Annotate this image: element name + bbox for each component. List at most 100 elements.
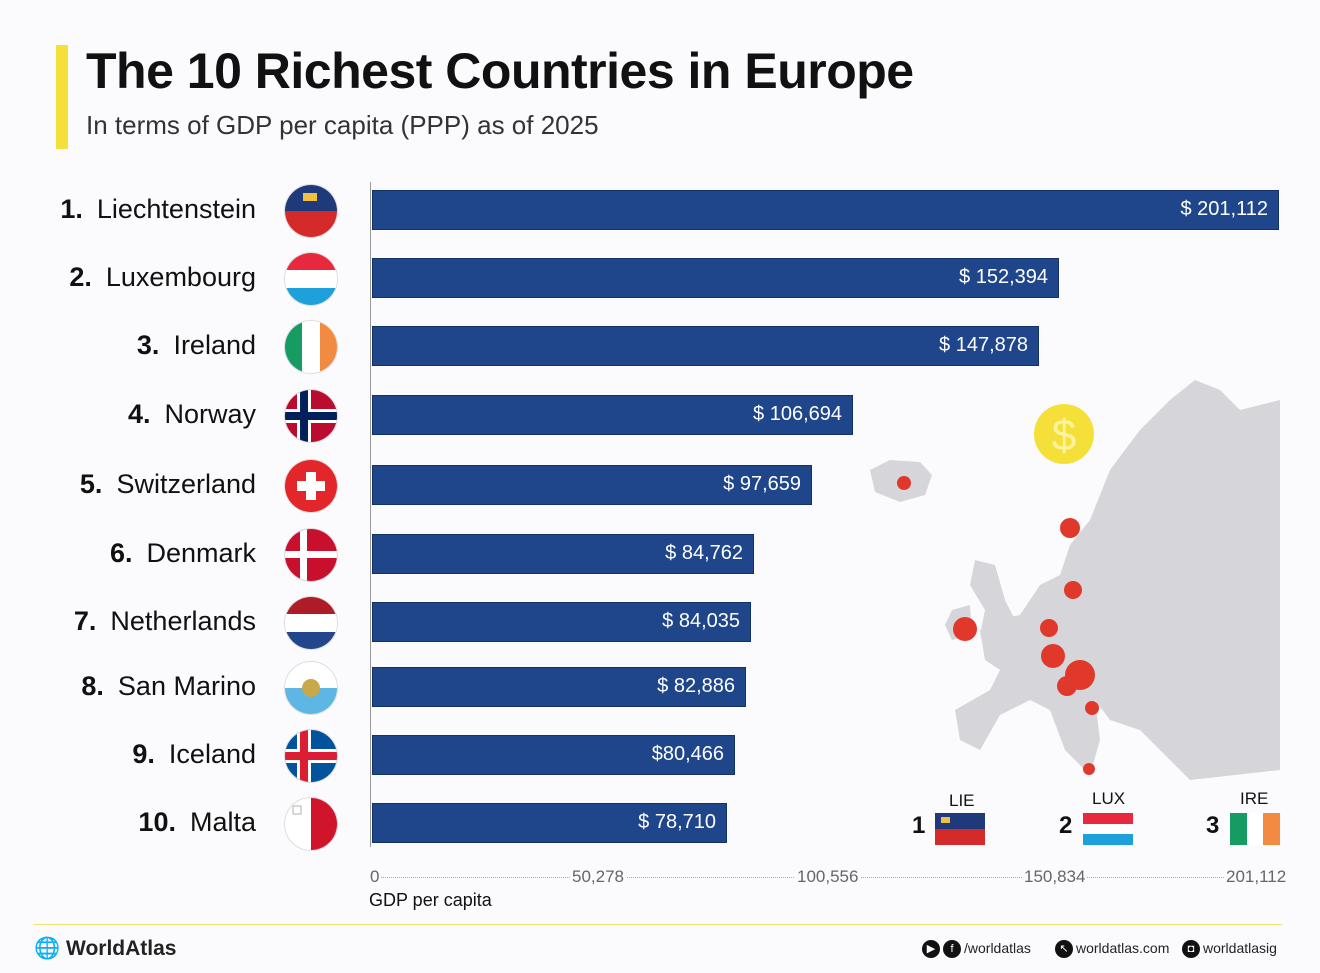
bar-netherlands: $ 84,035: [372, 602, 751, 642]
country-label: 2. Luxembourg: [69, 262, 256, 293]
footer-divider: [34, 924, 1282, 925]
country-name: Denmark: [146, 538, 256, 568]
cursor-icon: ↖: [1055, 940, 1073, 959]
britain-shape: [970, 560, 1020, 640]
country-name: Netherlands: [110, 606, 256, 636]
worldatlas-logo: 🌐 WorldAtlas: [34, 937, 177, 960]
social-website[interactable]: ↖ worldatlas.com: [1055, 940, 1169, 959]
country-label: 3. Ireland: [137, 330, 256, 361]
dollar-sign-icon: $: [1052, 411, 1076, 460]
europe-map: $: [870, 380, 1280, 780]
title-accent-bar: [56, 45, 68, 149]
social-facebook-youtube[interactable]: ▶ f/worldatlas: [922, 940, 1031, 959]
marker-switzerland: [1057, 676, 1077, 696]
country-name: Liechtenstein: [96, 194, 256, 224]
switzerland-flag-icon: [285, 460, 337, 512]
coin-icon: [1034, 404, 1094, 464]
legend-rank-3: 3: [1206, 812, 1220, 839]
country-label: 1. Liechtenstein: [60, 194, 256, 225]
bar-value-label: $80,466: [651, 743, 724, 765]
iceland-flag-icon: [285, 730, 337, 782]
marker-malta: [1083, 763, 1095, 775]
x-tick-label: 201,112: [1224, 867, 1289, 887]
bar-iceland: $80,466: [372, 735, 735, 775]
country-label: 5. Switzerland: [80, 469, 256, 500]
country-name: Switzerland: [116, 469, 256, 499]
bar-value-label: $ 97,659: [723, 473, 801, 495]
bar-switzerland: $ 97,659: [372, 465, 812, 505]
social-instagram[interactable]: ◘ worldatlasig: [1182, 940, 1277, 959]
globe-icon: 🌐: [34, 937, 61, 960]
rank: 5.: [79, 469, 103, 499]
youtube-icon: ▶: [922, 940, 940, 959]
legend-code-lux: LUX: [1092, 789, 1126, 808]
norway-flag-icon: [285, 390, 337, 442]
marker-denmark: [1064, 581, 1082, 599]
ireland-flag-icon: [285, 321, 337, 373]
facebook-icon: f: [943, 940, 961, 959]
rank: 8.: [81, 671, 104, 701]
bar-value-label: $ 201,112: [1180, 198, 1269, 220]
country-label: 9. Iceland: [132, 739, 256, 770]
marker-iceland: [897, 476, 911, 490]
country-name: Iceland: [168, 739, 256, 769]
bar-value-label: $ 78,710: [638, 811, 716, 833]
country-name: Norway: [164, 399, 256, 429]
bar-norway: $ 106,694: [372, 395, 853, 435]
legend-code-lie: LIE: [949, 791, 975, 810]
y-axis-line: [370, 182, 371, 847]
bar-value-label: $ 147,878: [939, 334, 1028, 356]
country-name: Luxembourg: [105, 262, 256, 292]
bar-value-label: $ 82,886: [657, 675, 735, 697]
country-label: 4. Norway: [128, 399, 256, 430]
country-name: San Marino: [117, 671, 256, 701]
marker-norway: [1060, 518, 1080, 538]
europe-landmass: [955, 380, 1280, 780]
instagram-icon: ◘: [1182, 940, 1200, 959]
x-tick-label: 150,834: [1022, 867, 1088, 887]
bar-luxembourg: $ 152,394: [372, 258, 1059, 298]
luxembourg-flag-icon: [285, 253, 337, 305]
x-tick-label: 0: [368, 867, 382, 887]
bar-denmark: $ 84,762: [372, 534, 754, 574]
marker-ireland: [953, 617, 977, 641]
country-label: 7. Netherlands: [74, 606, 256, 637]
rank: 1.: [60, 194, 83, 224]
country-label: 10. Malta: [138, 807, 256, 838]
page-title: The 10 Richest Countries in Europe: [86, 43, 914, 99]
bar-san-marino: $ 82,886: [372, 667, 746, 707]
legend-rank-1: 1: [912, 812, 926, 839]
bar-liechtenstein: $ 201,112: [372, 190, 1279, 230]
bar-malta: $ 78,710: [372, 803, 727, 843]
x-tick-label: 50,278: [570, 867, 626, 887]
marker-luxembourg: [1041, 644, 1065, 668]
legend-rank-2: 2: [1059, 812, 1073, 839]
rank: 7.: [73, 606, 97, 636]
marker-netherlands: [1040, 619, 1058, 637]
country-name: Malta: [189, 807, 256, 837]
san-marino-flag-icon: [285, 662, 337, 714]
rank: 6.: [109, 538, 133, 568]
bar-value-label: $ 84,035: [662, 610, 740, 632]
rank: 10.: [138, 807, 176, 837]
legend-code-ire: IRE: [1240, 789, 1269, 808]
liechtenstein-flag-icon: [285, 185, 337, 237]
bar-value-label: $ 106,694: [753, 403, 842, 425]
page-subtitle: In terms of GDP per capita (PPP) as of 2…: [86, 110, 599, 140]
rank: 9.: [132, 739, 155, 769]
country-label: 8. San Marino: [81, 671, 256, 702]
bar-value-label: $ 152,394: [959, 266, 1048, 288]
malta-flag-icon: [285, 798, 337, 850]
rank: 4.: [127, 399, 151, 429]
liechtenstein-flag-icon: [935, 813, 985, 845]
bar-ireland: $ 147,878: [372, 326, 1039, 366]
rank: 2.: [69, 262, 92, 292]
denmark-flag-icon: [285, 529, 337, 581]
country-name: Ireland: [173, 330, 256, 360]
netherlands-flag-icon: [285, 597, 337, 649]
rank: 3.: [136, 330, 160, 360]
bar-value-label: $ 84,762: [665, 542, 743, 564]
country-label: 6. Denmark: [110, 538, 256, 569]
ireland-flag-icon: [1230, 813, 1280, 845]
